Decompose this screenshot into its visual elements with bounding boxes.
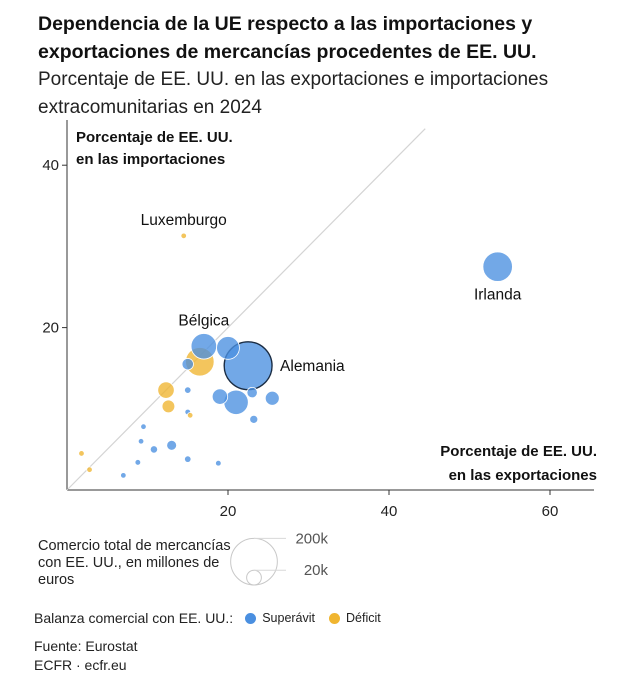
axes: 20 40 60 20 40 Porcentaje de EE. UU. en las im… (42, 120, 597, 520)
point-labels: Irlanda Luxemburgo Bélgica Alemania (141, 212, 522, 375)
legend-item-deficit: Déficit (329, 611, 381, 625)
point-chipre (78, 450, 85, 457)
size-legend-label: Comercio total de mercancías con EE. UU.… (38, 538, 231, 588)
point-espana (211, 388, 229, 405)
point-luxemburgo (180, 232, 187, 240)
point-belgica (190, 333, 218, 360)
size-legend-value: 20k (304, 562, 329, 579)
diagonal-reference-line (66, 128, 426, 491)
x-tick-label: 20 (220, 503, 237, 520)
credit-line: ECFR · ecfr.eu (34, 657, 127, 673)
point-francia (216, 336, 240, 360)
point-label: Alemania (280, 358, 345, 375)
source-note: Fuente: Eurostat ECFR · ecfr.eu (34, 637, 138, 675)
point-eslovenia (140, 423, 147, 430)
point-croacia (184, 455, 192, 463)
x-axis-title: Porcentaje de EE. UU. (440, 443, 597, 460)
y-tick-label: 20 (42, 320, 59, 337)
point-label: Irlanda (474, 286, 522, 303)
size-legend-circles: 200k 20k (230, 530, 329, 586)
y-axis-title: Porcentaje de EE. UU. (76, 129, 233, 146)
deficit-label: Déficit (346, 611, 381, 625)
point-bulgaria (215, 459, 222, 467)
point-label: Bélgica (178, 312, 229, 329)
point-finlandia (249, 414, 259, 424)
point-hungria (149, 445, 159, 454)
point-austria (246, 386, 258, 399)
point-label: Luxemburgo (141, 212, 227, 229)
x-tick-label: 60 (542, 503, 559, 520)
point-chequia (161, 399, 176, 414)
point-malta (186, 412, 194, 419)
size-legend-value: 200k (295, 530, 328, 547)
legend-item-surplus: Superávit (245, 611, 315, 625)
x-axis-title: en las exportaciones (449, 467, 597, 484)
chart-title: Dependencia de la UE respecto a las impo… (38, 13, 537, 63)
size-legend-circle (246, 569, 262, 586)
y-axis-title: en las importaciones (76, 151, 225, 168)
x-tick-label: 40 (381, 503, 398, 520)
color-legend: Balanza comercial con EE. UU.: Superávit… (34, 610, 395, 626)
point-portugal (181, 358, 194, 371)
point-estonia (86, 466, 93, 473)
surplus-swatch (245, 612, 257, 624)
y-tick-label: 40 (42, 157, 59, 174)
source-line: Fuente: Eurostat (34, 638, 138, 654)
point-grecia (157, 381, 175, 399)
deficit-swatch (329, 612, 341, 624)
point-irlanda (482, 251, 513, 282)
point-lituania (134, 459, 142, 466)
point-letonia (120, 472, 127, 479)
data-points (78, 232, 513, 479)
point-dinamarca (264, 390, 280, 406)
surplus-label: Superávit (262, 611, 316, 625)
chart-subtitle: Porcentaje de EE. UU. en las exportacion… (38, 69, 549, 118)
point-eslovaquia (137, 438, 145, 445)
color-legend-title: Balanza comercial con EE. UU.: (34, 610, 234, 626)
point-polonia (166, 439, 177, 451)
point-suecia (184, 386, 192, 394)
